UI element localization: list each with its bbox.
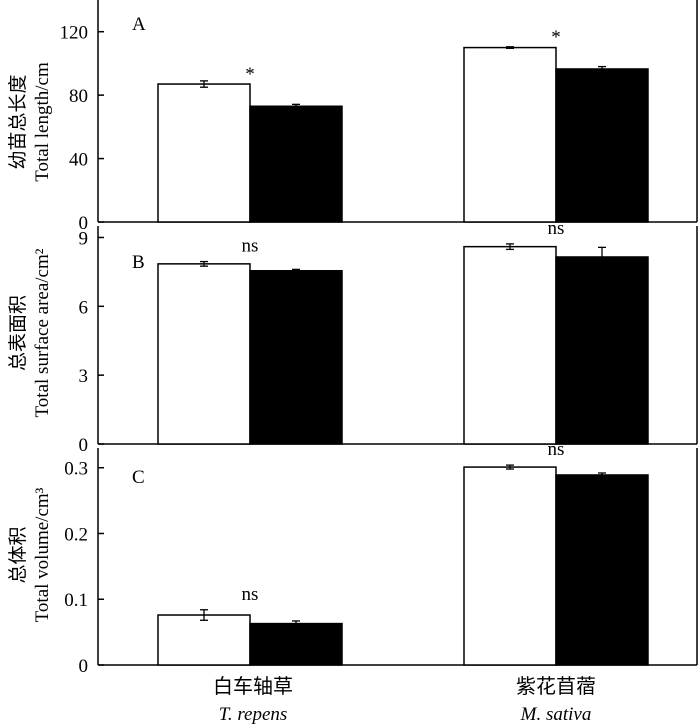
panel-a-ylabel-cn: 幼苗总长度 <box>7 74 29 169</box>
panel-a-bar <box>249 105 343 223</box>
panel-c-y-tick-label: 0.2 <box>64 524 88 545</box>
panel-a-bar <box>463 46 557 223</box>
panel-b-y-tick-label: 9 <box>79 228 89 249</box>
panel-a-significance-label: * <box>245 64 255 85</box>
x-category-label-latin: T. repens <box>219 704 288 725</box>
panel-c-y-tick-label: 0.3 <box>64 459 88 480</box>
panel-a-bar <box>157 83 251 223</box>
panel-c-bar <box>157 614 251 666</box>
panel-letter-b: B <box>132 252 145 273</box>
panel-b-y-tick-label: 6 <box>79 297 89 318</box>
panel-c-bar <box>463 466 557 666</box>
panel-c-bar <box>249 622 343 666</box>
chart-marks: 0 40 80 120 * * 0 3 6 9 ns ns 0 0.1 0.2 0.3 ns ns <box>60 0 698 677</box>
panel-b-bar <box>157 263 251 445</box>
x-category-label-latin: M. sativa <box>520 704 592 725</box>
panel-a-y-tick-label: 40 <box>69 150 88 171</box>
panel-b-bar <box>463 245 557 445</box>
panel-c-bar <box>555 474 649 666</box>
panel-a-y-tick-label: 80 <box>69 86 88 107</box>
panel-a-ylabel-en: Total length/cm <box>32 62 53 182</box>
panel-b-significance-label: ns <box>242 236 259 257</box>
panel-letter-c: C <box>132 467 145 488</box>
x-axis-categories: 白车轴草 T. repens 紫花苜蓿 M. sativa <box>213 674 596 725</box>
panel-a-y-tick-label: 0 <box>79 213 89 234</box>
panel-c-ylabel-en: Total volume/cm³ <box>32 487 53 622</box>
panel-b: B 总表面积 Total surface area/cm² <box>7 248 145 417</box>
panel-c-y-tick-label: 0.1 <box>64 590 88 611</box>
panel-b-bar <box>555 256 649 445</box>
panel-a-bar <box>555 68 649 223</box>
panel-b-bar <box>249 269 343 445</box>
x-category-label-cn: 紫花苜蓿 <box>516 674 596 698</box>
panel-a-significance-label: * <box>551 27 561 48</box>
panel-b-ylabel-cn: 总表面积 <box>7 295 29 371</box>
panel-b-y-tick-label: 3 <box>79 366 89 387</box>
panel-b-y-tick-label: 0 <box>79 435 89 456</box>
panel-c-significance-label: ns <box>242 584 259 605</box>
panel-a-y-tick-label: 120 <box>60 23 89 44</box>
panel-letter-a: A <box>132 14 146 35</box>
panel-c-ylabel-cn: 总体积 <box>7 526 29 583</box>
panel-c-y-tick-label: 0 <box>79 656 89 677</box>
x-category-label-cn: 白车轴草 <box>213 674 293 698</box>
panel-b-significance-label: ns <box>548 218 565 239</box>
panel-a: A 幼苗总长度 Total length/cm <box>7 14 146 182</box>
panel-c: C 总体积 Total volume/cm³ <box>7 467 145 622</box>
panel-c-significance-label: ns <box>548 439 565 460</box>
panel-b-ylabel-en: Total surface area/cm² <box>32 248 53 417</box>
